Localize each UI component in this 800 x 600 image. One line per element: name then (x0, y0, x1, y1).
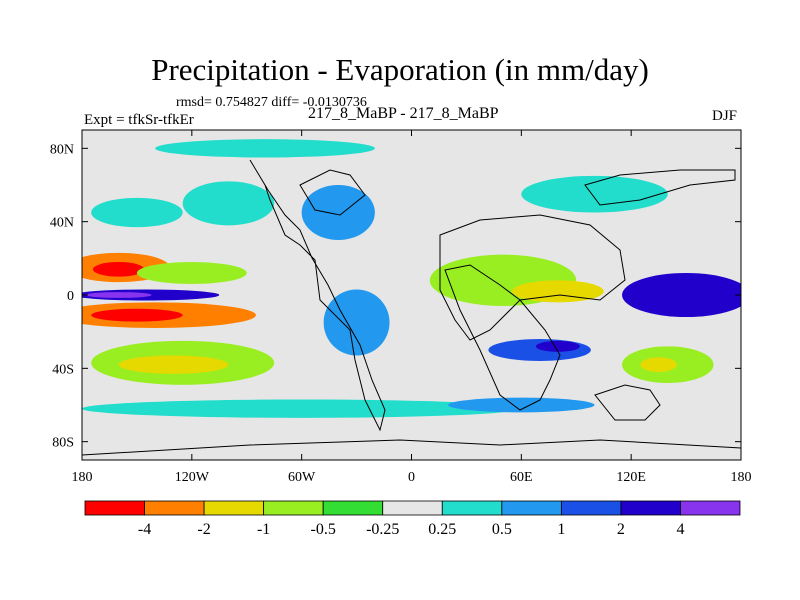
coastline-africa (444, 264, 561, 411)
colorbar-label: 0.25 (428, 521, 456, 538)
region-indian-ocean-blue (488, 339, 591, 361)
colorbar-label: 0.5 (492, 521, 512, 538)
region-africa-yellow (512, 280, 604, 303)
colorbar-label: -1 (257, 521, 270, 538)
colorbar-box (501, 500, 562, 516)
field-layer (82, 139, 741, 418)
region-asia-cyan (521, 175, 668, 213)
region-southern-ocean-blue (448, 397, 595, 413)
colorbar-label: -0.25 (366, 521, 399, 538)
region-north-america-cyan (182, 181, 275, 226)
x-tick-label: 180 (72, 470, 93, 485)
colorbar-box (263, 500, 324, 516)
region-north-pacific-tail (136, 262, 247, 284)
colorbar: -4 -2 -1 -0.5 -0.25 0.25 0.5 1 2 4 (84, 500, 741, 538)
colorbar-box (203, 500, 265, 516)
region-north-atlantic-storm-blue (301, 185, 375, 240)
coastline-layer (82, 159, 741, 456)
colorbar-box (680, 500, 741, 516)
experiment-label: Expt = tfkSr-tfkEr (84, 112, 194, 128)
region-south-indian-yellow (640, 357, 677, 372)
colorbar-label: 4 (676, 521, 684, 538)
coastline-australia (594, 384, 661, 421)
colorbar-box (84, 500, 145, 516)
colorbar-label: -0.5 (311, 521, 336, 538)
colorbar-label: 2 (617, 521, 625, 538)
y-tick-label: 80N (50, 142, 74, 157)
stats-label: rmsd= 0.754827 diff= -0.0130736 (176, 95, 367, 110)
region-south-pacific-outer-yellow (118, 355, 229, 374)
x-tick-label: 0 (408, 470, 415, 485)
colorbar-label: -4 (138, 521, 151, 538)
y-tick-label: 80S (52, 436, 74, 451)
coastline-antarctica (82, 439, 741, 456)
colorbar-label: -2 (197, 521, 210, 538)
colorbar-box (441, 500, 503, 516)
region-west-pacific-deep (680, 289, 741, 308)
region-south-pacific-dry-core (91, 308, 183, 322)
region-north-pacific-north-band-core (92, 262, 145, 277)
chart-title: Precipitation - Evaporation (in mm/day) (151, 52, 649, 87)
case-label: 217_8_MaBP - 217_8_MaBP (308, 105, 499, 122)
y-tick-label: 0 (67, 289, 74, 304)
colorbar-box (620, 500, 681, 516)
x-tick-label: 60W (288, 470, 316, 485)
colorbar-label: 1 (557, 521, 565, 538)
colorbar-box (560, 500, 622, 516)
y-tick-label: 40N (50, 216, 74, 231)
axes-layer: 180 120W 60W 0 60E 120E 180 80N 40N 0 40S 80S (50, 130, 752, 485)
x-tick-label: 120E (616, 470, 646, 485)
region-indian-ocean-deep (535, 340, 580, 352)
region-equatorial-pacific-wet-core (85, 292, 152, 298)
season-label: DJF (712, 108, 738, 124)
coastline-greenland (299, 169, 366, 216)
y-tick-label: 40S (52, 362, 74, 377)
x-tick-label: 120W (175, 470, 210, 485)
coastline-asia-north (584, 169, 736, 206)
colorbar-box (382, 500, 443, 516)
x-tick-label: 180 (731, 470, 752, 485)
coastline-america (249, 159, 386, 432)
region-arctic-cyan (155, 139, 375, 158)
region-southern-ocean-cyan (82, 399, 522, 418)
colorbar-box (322, 500, 384, 516)
region-south-atlantic-blue (323, 289, 390, 356)
coastline-eurasia (439, 214, 626, 341)
colorbar-box (144, 500, 205, 516)
x-tick-label: 60E (510, 470, 533, 485)
region-north-pacific-cyan (91, 197, 183, 228)
